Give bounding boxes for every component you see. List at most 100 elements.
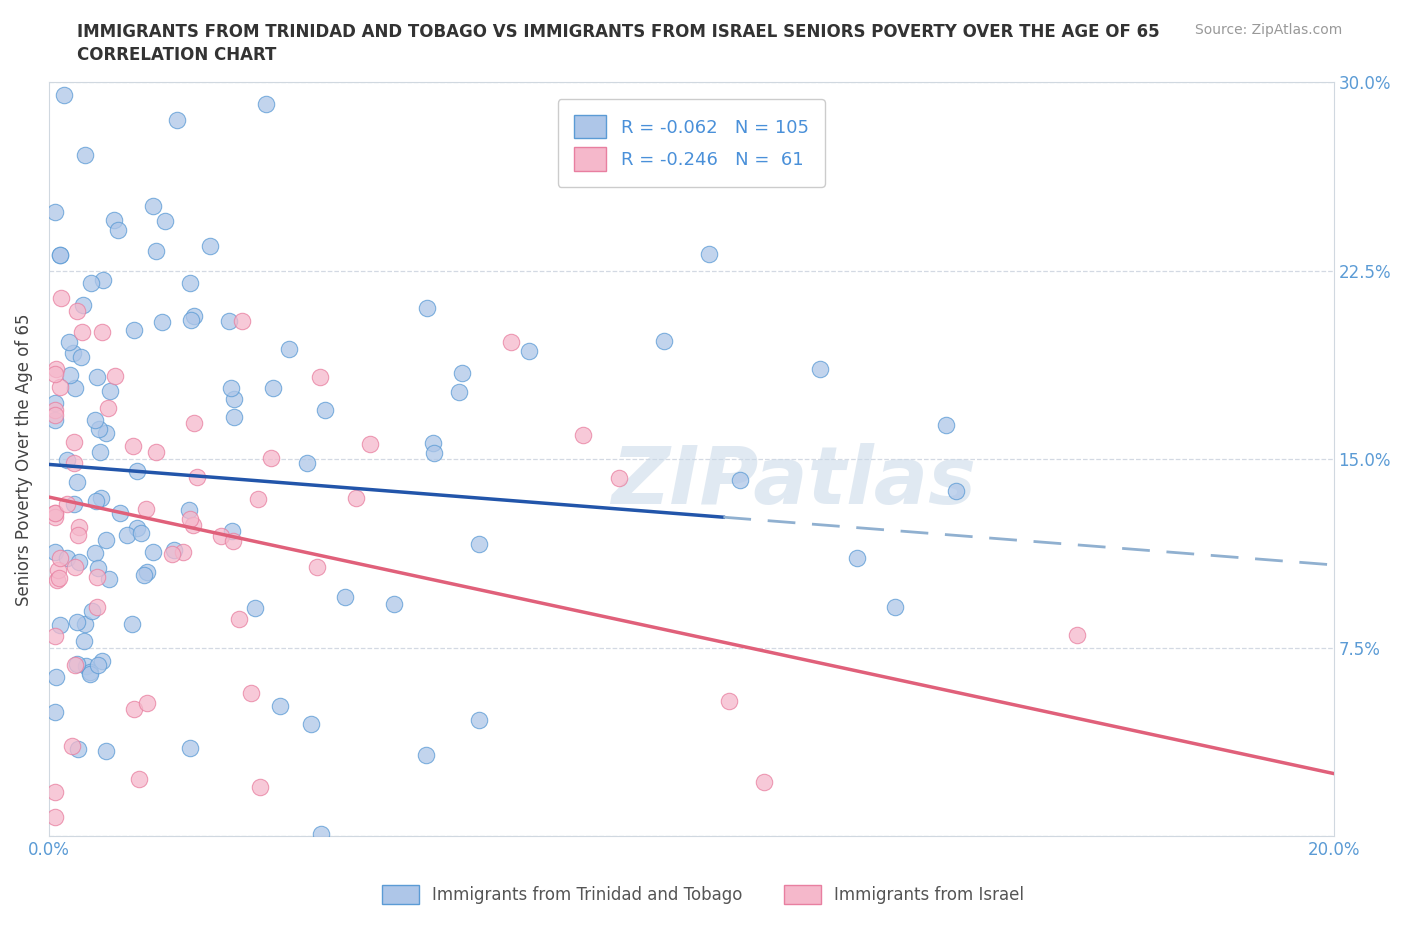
Point: [103, 212, 125, 227]
Point: [122, 439, 145, 454]
Point: [44, 704, 66, 719]
Point: [94, 533, 117, 548]
Point: [180, 312, 202, 327]
Point: [311, 827, 333, 842]
Point: [49, 290, 72, 305]
Point: [846, 551, 869, 565]
Point: [89, 445, 111, 459]
Point: [96, 743, 118, 758]
Point: [752, 775, 775, 790]
Point: [63, 560, 86, 575]
Point: [63, 456, 86, 471]
Point: [260, 450, 283, 465]
Point: [181, 518, 204, 533]
Point: [75, 658, 97, 673]
Point: [717, 694, 740, 709]
Point: [935, 418, 957, 432]
Point: [150, 314, 173, 329]
Point: [90, 490, 112, 505]
Point: [98, 383, 121, 398]
Point: [87, 658, 110, 672]
Point: [222, 392, 245, 406]
Point: [128, 772, 150, 787]
Point: [73, 148, 96, 163]
Point: [198, 238, 221, 253]
Point: [72, 298, 94, 312]
Point: [222, 534, 245, 549]
Point: [73, 633, 96, 648]
Point: [153, 213, 176, 228]
Point: [884, 600, 907, 615]
Point: [53, 87, 76, 102]
Text: Source: ZipAtlas.com: Source: ZipAtlas.com: [1195, 23, 1343, 37]
Point: [46, 563, 69, 578]
Point: [305, 560, 328, 575]
Y-axis label: Seniors Poverty Over the Age of 65: Seniors Poverty Over the Age of 65: [15, 313, 32, 605]
Point: [44, 403, 66, 418]
Point: [172, 544, 194, 559]
Point: [122, 323, 145, 338]
Point: [45, 669, 67, 684]
Point: [73, 617, 96, 631]
Point: [66, 741, 89, 756]
Point: [179, 502, 201, 517]
Point: [65, 614, 87, 629]
Point: [79, 667, 101, 682]
Point: [91, 272, 114, 287]
Point: [79, 665, 101, 680]
Point: [382, 596, 405, 611]
Point: [183, 309, 205, 324]
Point: [49, 247, 72, 262]
Point: [49, 618, 72, 633]
Point: [416, 300, 439, 315]
Point: [63, 497, 86, 512]
Point: [451, 365, 474, 380]
Point: [239, 685, 262, 700]
Point: [166, 113, 188, 127]
Point: [134, 567, 156, 582]
Point: [91, 325, 114, 339]
Point: [423, 445, 446, 460]
Point: [299, 716, 322, 731]
Point: [86, 493, 108, 508]
Point: [163, 543, 186, 558]
Point: [145, 244, 167, 259]
Point: [179, 512, 201, 526]
Point: [245, 600, 267, 615]
Point: [66, 657, 89, 671]
Point: [142, 199, 165, 214]
Point: [56, 497, 79, 512]
Text: CORRELATION CHART: CORRELATION CHART: [77, 46, 277, 64]
Point: [1066, 628, 1088, 643]
Point: [122, 701, 145, 716]
Point: [63, 380, 86, 395]
Point: [314, 403, 336, 418]
Point: [66, 474, 89, 489]
Point: [221, 524, 243, 538]
Point: [44, 510, 66, 525]
Point: [135, 565, 157, 579]
Point: [652, 334, 675, 349]
Point: [728, 472, 751, 487]
Point: [335, 590, 357, 604]
Point: [60, 738, 83, 753]
Point: [135, 502, 157, 517]
Point: [84, 412, 107, 427]
Point: [468, 536, 491, 551]
Point: [49, 551, 72, 565]
Point: [344, 490, 367, 505]
Point: [808, 362, 831, 377]
Text: IMMIGRANTS FROM TRINIDAD AND TOBAGO VS IMMIGRANTS FROM ISRAEL SENIORS POVERTY OV: IMMIGRANTS FROM TRINIDAD AND TOBAGO VS I…: [77, 23, 1160, 41]
Point: [108, 506, 131, 521]
Point: [86, 600, 108, 615]
Point: [308, 370, 330, 385]
Point: [56, 453, 79, 468]
Point: [91, 654, 114, 669]
Point: [66, 527, 89, 542]
Point: [65, 658, 87, 672]
Point: [145, 445, 167, 459]
Point: [44, 629, 66, 644]
Point: [121, 617, 143, 631]
Point: [80, 604, 103, 618]
Point: [44, 366, 66, 381]
